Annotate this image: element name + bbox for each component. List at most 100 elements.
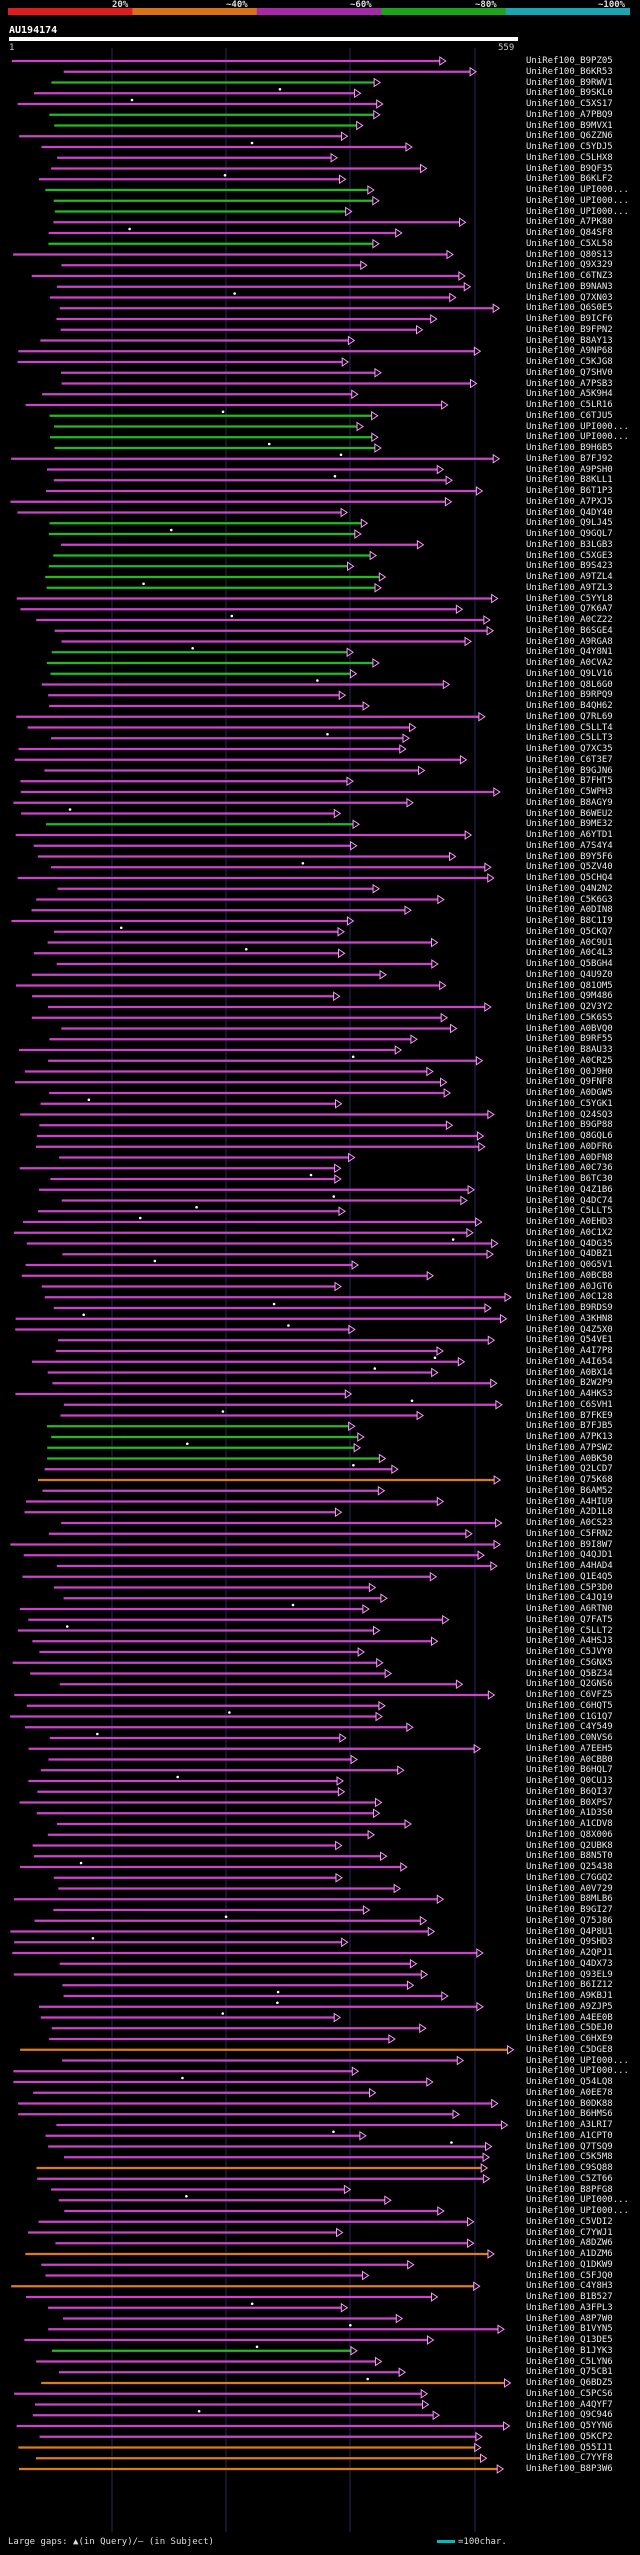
hit-label[interactable]: UniRef100_A4HAD4 [526,1561,613,1571]
hit-label[interactable]: UniRef100_C7YYF8 [526,2453,613,2464]
hit-label[interactable]: UniRef100_UPI000... [526,2206,629,2216]
hit-label[interactable]: UniRef100_A7PSB3 [526,378,613,389]
hit-label[interactable]: UniRef100_A0CS23 [526,1518,613,1528]
hit-label[interactable]: UniRef100_C7YWJ1 [526,2227,613,2238]
hit-label[interactable]: UniRef100_B6IZ12 [526,1980,613,1991]
hit-label[interactable]: UniRef100_A7S4Y4 [526,840,613,851]
hit-label[interactable]: UniRef100_UPI000... [526,195,629,206]
hit-label[interactable]: UniRef100_C5XL58 [526,238,613,249]
hit-label[interactable]: UniRef100_B9FPN2 [526,324,613,335]
hit-label[interactable]: UniRef100_Q80S13 [526,249,613,260]
hit-label[interactable]: UniRef100_Q9LJ45 [526,518,613,529]
hit-label[interactable]: UniRef100_A0BVQ0 [526,1023,613,1034]
hit-label[interactable]: UniRef100_Q9FNF8 [526,1077,613,1088]
hit-label[interactable]: UniRef100_A8P7W0 [526,2313,613,2324]
hit-label[interactable]: UniRef100_A4HIU9 [526,1496,613,1507]
hit-label[interactable]: UniRef100_Q7FAT5 [526,1614,613,1625]
hit-label[interactable]: UniRef100_B9MVX1 [526,120,613,131]
hit-label[interactable]: UniRef100_A0EE78 [526,2087,613,2098]
hit-label[interactable]: UniRef100_Q4DBZ1 [526,1249,613,1260]
hit-label[interactable]: UniRef100_B9NAN3 [526,281,613,292]
hit-label[interactable]: UniRef100_A4HKS3 [526,1389,613,1399]
hit-label[interactable]: UniRef100_C5GNX5 [526,1657,613,1668]
hit-label[interactable]: UniRef100_B8P3W6 [526,2464,613,2474]
hit-label[interactable]: UniRef100_Q4U9Z0 [526,969,613,980]
hit-label[interactable]: UniRef100_Q6ZZN6 [526,131,613,142]
hit-label[interactable]: UniRef100_C0NVS6 [526,1733,613,1743]
hit-label[interactable]: UniRef100_C5XS17 [526,99,613,109]
hit-label[interactable]: UniRef100_Q7RL69 [526,711,613,722]
hit-label[interactable]: UniRef100_Q4DC74 [526,1195,613,1206]
hit-label[interactable]: UniRef100_A4I7P8 [526,1346,613,1356]
hit-label[interactable]: UniRef100_A0JGT6 [526,1281,613,1292]
hit-label[interactable]: UniRef100_Q5YYN6 [526,2421,613,2431]
hit-label[interactable]: UniRef100_UPI000... [526,2195,629,2206]
hit-label[interactable]: UniRef100_Q5KCP2 [526,2431,613,2442]
hit-label[interactable]: UniRef100_Q93EL9 [526,1969,613,1980]
hit-label[interactable]: UniRef100_A1CDV8 [526,1819,613,1829]
hit-label[interactable]: UniRef100_A4QYF7 [526,2399,613,2410]
hit-label[interactable]: UniRef100_A0DFN8 [526,1152,613,1163]
hit-label[interactable]: UniRef100_B9RF55 [526,1034,613,1045]
hit-label[interactable]: UniRef100_Q4Z5X0 [526,1324,613,1335]
hit-label[interactable]: UniRef100_C5LLT2 [526,1625,613,1636]
hit-label[interactable]: UniRef100_B9ICF6 [526,314,613,324]
hit-label[interactable]: UniRef100_B8AU33 [526,1045,613,1055]
hit-label[interactable]: UniRef100_Q0CUJ3 [526,1776,613,1786]
hit-label[interactable]: UniRef100_B6KR53 [526,66,613,77]
hit-label[interactable]: UniRef100_A0C736 [526,1163,613,1174]
hit-label[interactable]: UniRef100_B6AM52 [526,1485,613,1496]
hit-label[interactable]: UniRef100_B9I8W7 [526,1539,613,1550]
hit-label[interactable]: UniRef100_Q13DE5 [526,2335,613,2345]
hit-label[interactable]: UniRef100_A9NP68 [526,346,613,357]
hit-label[interactable]: UniRef100_A7PK80 [526,217,613,228]
hit-label[interactable]: UniRef100_B9GP88 [526,1120,613,1131]
hit-label[interactable]: UniRef100_C5LHX8 [526,152,613,163]
hit-label[interactable]: UniRef100_Q4Z1B6 [526,1184,613,1195]
hit-label[interactable]: UniRef100_C5FJQ0 [526,2270,613,2281]
hit-label[interactable]: UniRef100_A0C128 [526,1292,613,1303]
hit-label[interactable]: UniRef100_B1VYN5 [526,2324,613,2335]
hit-label[interactable]: UniRef100_Q7XN03 [526,292,613,303]
hit-label[interactable]: UniRef100_UPI000... [526,421,629,432]
hit-label[interactable]: UniRef100_C5LLT3 [526,733,613,744]
hit-label[interactable]: UniRef100_A9PSH0 [526,464,613,475]
hit-label[interactable]: UniRef100_A9RGA8 [526,636,613,647]
hit-label[interactable]: UniRef100_A0C9U1 [526,937,613,948]
hit-label[interactable]: UniRef100_A0CZ22 [526,615,613,625]
hit-label[interactable]: UniRef100_Q4DY40 [526,507,613,518]
hit-label[interactable]: UniRef100_A7EEH5 [526,1743,613,1754]
hit-label[interactable]: UniRef100_UPI000... [526,2066,629,2077]
hit-label[interactable]: UniRef100_B8C1I9 [526,916,613,926]
hit-label[interactable]: UniRef100_A0V729 [526,1883,613,1894]
hit-label[interactable]: UniRef100_A1DZM6 [526,2249,613,2259]
hit-label[interactable]: UniRef100_C5DGE8 [526,2044,613,2055]
hit-label[interactable]: UniRef100_A4HSJ3 [526,1636,613,1647]
hit-label[interactable]: UniRef100_C5P3D0 [526,1582,613,1593]
hit-label[interactable]: UniRef100_Q9X329 [526,260,613,271]
hit-label[interactable]: UniRef100_UPI000... [526,2055,629,2066]
hit-label[interactable]: UniRef100_B9GJN6 [526,765,613,776]
hit-label[interactable]: UniRef100_Q0J9H0 [526,1066,613,1077]
hit-label[interactable]: UniRef100_A2D1L8 [526,1507,613,1518]
hit-label[interactable]: UniRef100_B7FKE9 [526,1410,613,1421]
hit-label[interactable]: UniRef100_Q25438 [526,1862,613,1872]
hit-label[interactable]: UniRef100_Q54VE1 [526,1335,613,1346]
hit-label[interactable]: UniRef100_C5VDI2 [526,2216,613,2227]
hit-label[interactable]: UniRef100_B6QI37 [526,1786,613,1797]
hit-label[interactable]: UniRef100_A9ZJP5 [526,2001,613,2012]
hit-label[interactable]: UniRef100_B1B527 [526,2292,613,2302]
hit-label[interactable]: UniRef100_Q0G5V1 [526,1260,613,1270]
hit-label[interactable]: UniRef100_Q4DG35 [526,1238,613,1249]
hit-label[interactable]: UniRef100_Q6BDZ5 [526,2378,613,2388]
hit-label[interactable]: UniRef100_C9SQ88 [526,2163,613,2173]
hit-label[interactable]: UniRef100_A3FPL3 [526,2302,613,2313]
hit-label[interactable]: UniRef100_B6HMS6 [526,2109,613,2120]
hit-label[interactable]: UniRef100_C6TJU5 [526,410,613,421]
hit-label[interactable]: UniRef100_A6RTN0 [526,1604,613,1614]
hit-label[interactable]: UniRef100_C5JVY0 [526,1647,613,1657]
hit-label[interactable]: UniRef100_Q5CKQ7 [526,926,613,937]
hit-label[interactable]: UniRef100_Q5CHQ4 [526,873,613,883]
hit-label[interactable]: UniRef100_C5PCS6 [526,2388,613,2399]
hit-label[interactable]: UniRef100_A0C4L3 [526,948,613,959]
